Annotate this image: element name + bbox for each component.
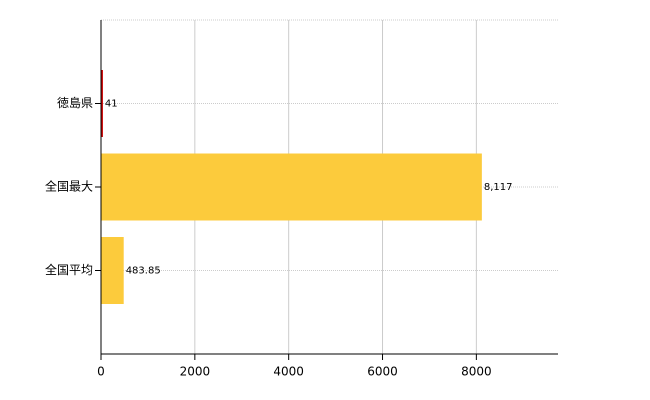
value-label: 41 (105, 99, 118, 110)
value-label: 483.85 (126, 266, 161, 277)
value-label: 8,117 (484, 182, 513, 193)
x-tick-label: 6000 (367, 365, 398, 379)
y-tick-label: 全国平均 (45, 262, 93, 277)
y-tick-label: 徳島県 (57, 95, 93, 110)
x-tick-label: 8000 (461, 365, 492, 379)
x-tick-label: 0 (97, 365, 105, 379)
x-tick-label: 4000 (273, 365, 304, 379)
bar (101, 237, 124, 304)
bar (101, 70, 103, 137)
x-tick-label: 2000 (180, 365, 211, 379)
bar (101, 153, 482, 221)
y-tick-label: 全国最大 (45, 179, 93, 194)
